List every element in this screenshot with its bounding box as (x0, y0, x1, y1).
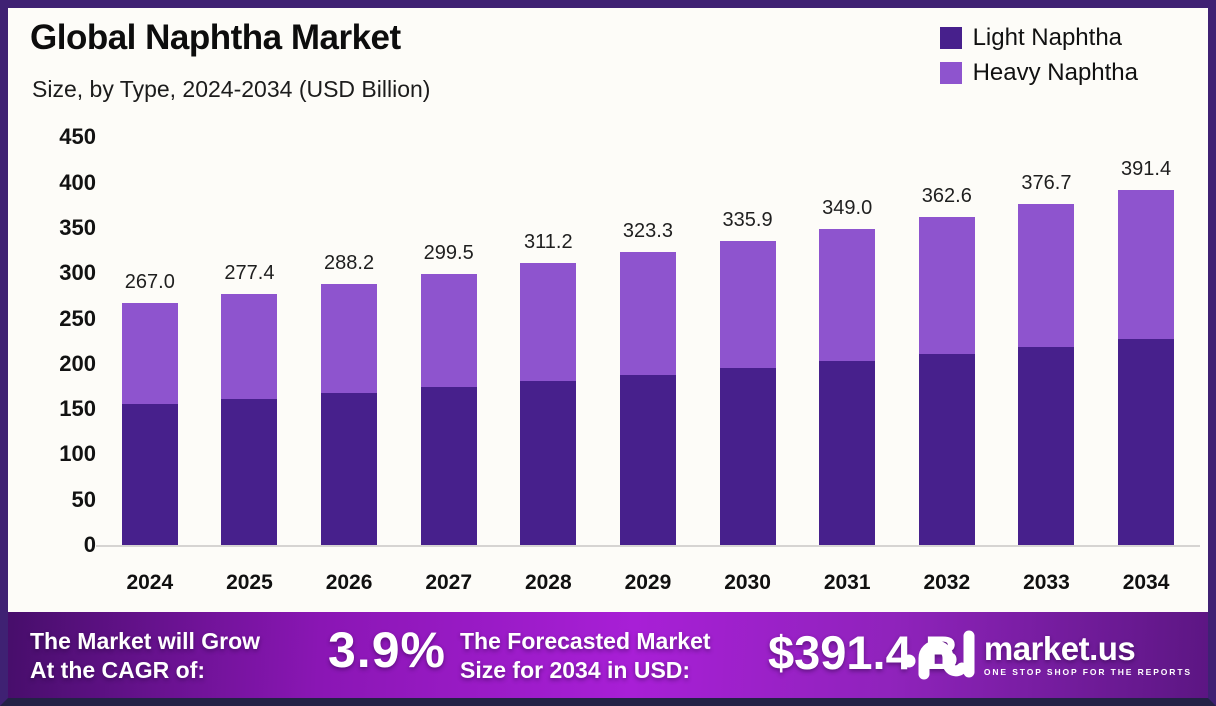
brand-tagline: ONE STOP SHOP FOR THE REPORTS (983, 666, 1192, 677)
y-tick-50: 50 (71, 486, 96, 512)
cagr-caption-line1: The Market will Grow (30, 628, 261, 654)
bar-2026: 288.2 2026 (321, 251, 378, 594)
x-tick-2030: 2030 (724, 571, 771, 594)
forecast-caption-line1: The Forecasted Market (460, 628, 711, 654)
bar-2032: 362.6 2032 (918, 184, 975, 594)
y-tick-350: 350 (59, 214, 96, 240)
y-tick-0: 0 (83, 532, 96, 557)
legend-label: Light Naphtha (972, 24, 1123, 51)
heavy-naphtha-segment (520, 263, 577, 382)
forecast-caption: The Forecasted Market Size for 2034 in U… (460, 627, 711, 685)
y-tick-150: 150 (59, 396, 96, 422)
stacked-bar-chart: 0 50 100 150 200 250 300 350 400 450 267.0 2024 277… (8, 8, 1208, 612)
y-tick-100: 100 (59, 441, 96, 467)
x-tick-2034: 2034 (1122, 571, 1170, 594)
heavy-naphtha-segment (1118, 190, 1175, 339)
x-tick-2033: 2033 (1023, 571, 1070, 594)
y-tick-450: 450 (59, 124, 96, 150)
bar-2031: 349.0 2031 (819, 196, 876, 594)
bar-2030: 335.9 2030 (719, 208, 776, 594)
marketus-brand: market.us ONE STOP SHOP FOR THE REPORTS (901, 628, 1192, 680)
light-naphtha-segment (420, 387, 477, 545)
light-naphtha-segment (121, 404, 178, 545)
legend-item-heavy-naphtha: Heavy Naphtha (939, 59, 1138, 87)
heavy-naphtha-segment (321, 283, 378, 394)
heavy-naphtha-segment (420, 273, 477, 388)
cagr-value: 3.9% (328, 622, 446, 678)
light-naphtha-segment (221, 398, 278, 545)
x-axis-line (96, 545, 1200, 547)
legend-swatch (939, 27, 962, 49)
y-tick-300: 300 (59, 260, 96, 286)
heavy-naphtha-segment (221, 293, 278, 399)
bar-2029: 323.3 2029 (619, 220, 676, 594)
legend: Light Naphtha Heavy Naphtha (939, 24, 1138, 87)
light-naphtha-segment (619, 374, 676, 545)
light-naphtha-segment (1118, 338, 1175, 545)
x-tick-2028: 2028 (524, 571, 572, 594)
bar-total-label: 362.6 (921, 184, 972, 207)
bar-2033: 376.7 2033 (1018, 171, 1075, 594)
x-tick-2031: 2031 (823, 571, 871, 594)
bar-2025: 277.4 2025 (221, 261, 278, 594)
plot-area: 267.0 2024 277.4 2025 288.2 2026 299.5 2027 311.… (100, 8, 1196, 594)
bar-total-label: 391.4 (1121, 158, 1172, 181)
bar-2027: 299.5 2027 (420, 241, 477, 594)
forecast-caption-line2: Size for 2034 in USD: (460, 657, 691, 683)
marketus-logo-icon (902, 630, 975, 680)
light-naphtha-segment (819, 361, 876, 545)
bar-2034: 391.4 2034 (1118, 158, 1175, 594)
bar-total-label: 267.0 (124, 271, 175, 294)
y-tick-400: 400 (59, 169, 96, 195)
footer-banner: The Market will Grow At the CAGR of: 3.9… (8, 612, 1208, 698)
bar-total-label: 323.3 (622, 220, 673, 243)
bar-total-label: 277.4 (224, 261, 275, 284)
heavy-naphtha-segment (121, 303, 178, 405)
y-tick-200: 200 (59, 350, 96, 376)
x-tick-2032: 2032 (923, 571, 971, 594)
brand-name: market.us (983, 629, 1136, 667)
legend-swatch (939, 62, 962, 84)
light-naphtha-segment (520, 381, 577, 545)
light-naphtha-segment (1018, 346, 1075, 545)
heavy-naphtha-segment (819, 228, 876, 362)
chart-sheet: Global Naphtha Market Size, by Type, 202… (8, 8, 1208, 612)
bar-total-label: 349.0 (822, 196, 873, 219)
light-naphtha-segment (918, 354, 975, 545)
bar-total-label: 299.5 (423, 241, 474, 264)
bar-total-label: 335.9 (722, 208, 773, 231)
light-naphtha-segment (719, 368, 776, 545)
light-naphtha-segment (321, 393, 378, 545)
x-tick-2026: 2026 (325, 571, 373, 594)
bar-2028: 311.2 2028 (520, 231, 577, 594)
heavy-naphtha-segment (619, 252, 676, 375)
heavy-naphtha-segment (918, 216, 975, 355)
y-tick-250: 250 (59, 305, 96, 331)
bar-total-label: 376.7 (1021, 171, 1072, 194)
x-tick-2027: 2027 (425, 571, 473, 594)
heavy-naphtha-segment (719, 240, 776, 369)
heavy-naphtha-segment (1018, 203, 1075, 347)
cagr-caption-line2: At the CAGR of: (30, 657, 206, 683)
bar-total-label: 288.2 (324, 251, 375, 274)
legend-item-light-naphtha: Light Naphtha (939, 24, 1138, 52)
x-tick-2024: 2024 (126, 571, 174, 594)
bar-2024: 267.0 2024 (121, 271, 178, 594)
legend-label: Heavy Naphtha (972, 59, 1138, 86)
cagr-caption: The Market will Grow At the CAGR of: (30, 627, 260, 685)
page-subtitle: Size, by Type, 2024-2034 (USD Billion) (32, 76, 431, 102)
x-tick-2029: 2029 (624, 571, 672, 594)
x-tick-2025: 2025 (226, 571, 273, 594)
page-title: Global Naphtha Market (30, 18, 401, 57)
bar-total-label: 311.2 (524, 231, 573, 254)
